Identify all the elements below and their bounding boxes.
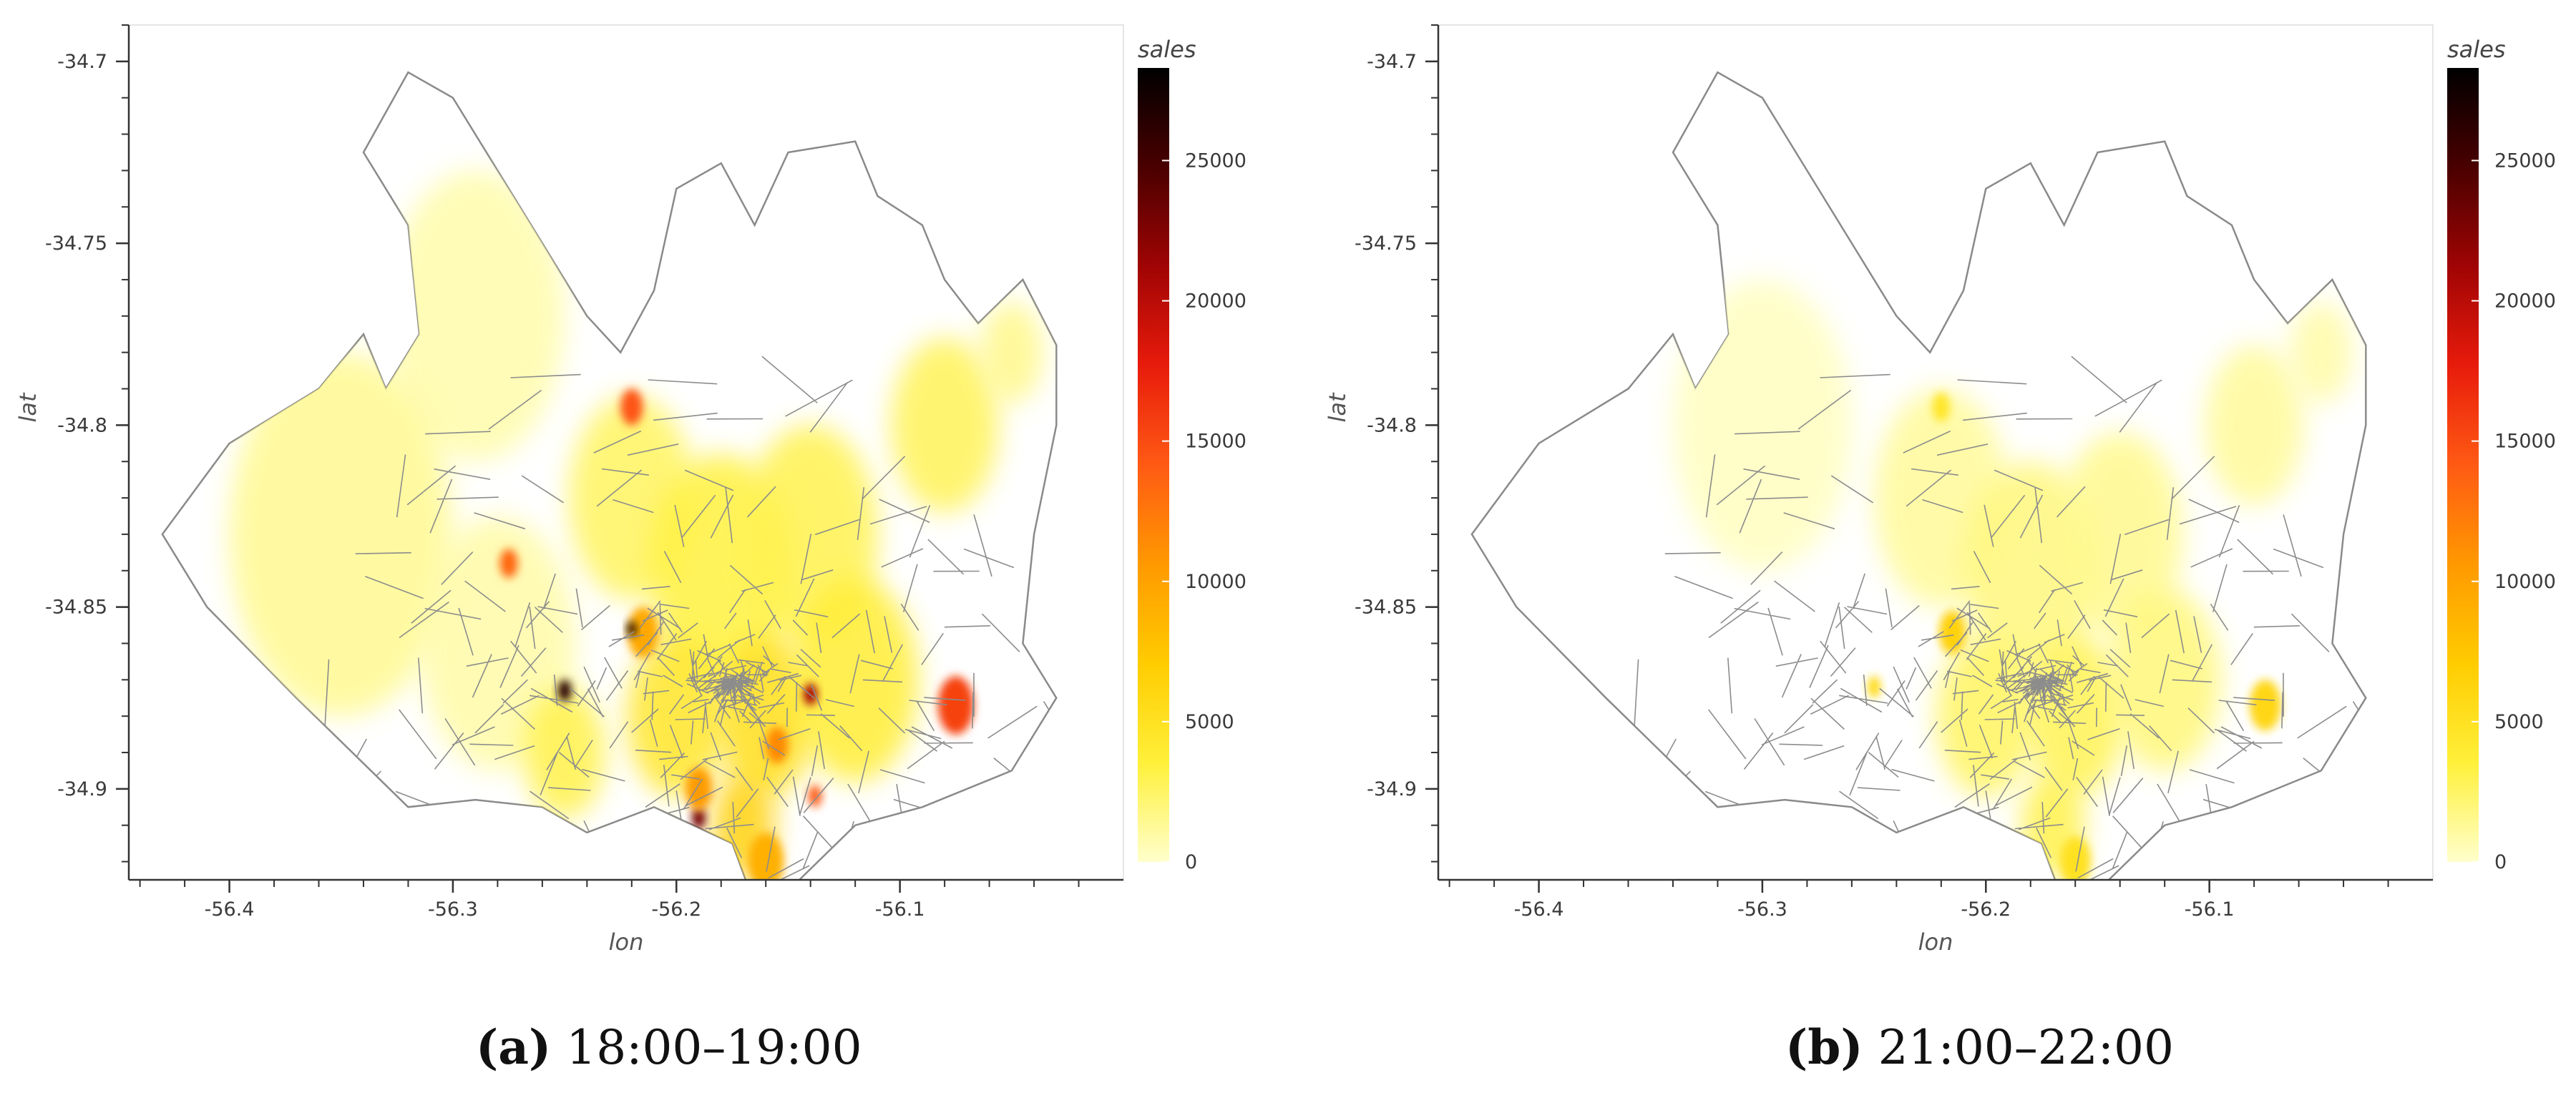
caption-label: (a) (476, 1019, 552, 1075)
sales-region (1867, 676, 1881, 698)
sales-region (557, 680, 572, 702)
y-tick-label: -34.75 (1355, 232, 1417, 255)
colorbar-tick-label: 25000 (1185, 149, 1246, 172)
x-tick-label: -56.2 (651, 898, 701, 921)
colorbar-ticks: 0 5000 10000 15000 20000 25000 (2472, 149, 2556, 873)
colorbar-tick-label: 15000 (1185, 431, 1246, 453)
colorbar-tick-label: 25000 (2494, 149, 2556, 172)
sales-region (792, 577, 918, 782)
x-tick-label: -56.4 (205, 898, 255, 921)
sales-region (627, 621, 637, 637)
colorbar-gradient (2447, 68, 2479, 862)
y-axis: -34.7 -34.75 -34.8 -34.85 -34.9 (1355, 24, 1438, 863)
sales-region (2205, 345, 2303, 506)
y-tick-label: -34.8 (57, 414, 107, 436)
sales-region (2249, 680, 2281, 731)
x-tick-label: -56.3 (428, 898, 478, 921)
y-tick-label: -34.7 (1367, 51, 1417, 73)
colorbar: sales 0 5000 10000 15000 20000 25000 (1138, 36, 1246, 873)
caption-time: 21:00–22:00 (1878, 1020, 2174, 1075)
y-tick-label: -34.9 (57, 778, 107, 800)
sales-region (2059, 835, 2092, 880)
sales-region (2109, 589, 2221, 771)
y-axis-label: lat (14, 392, 42, 423)
y-axis-label: lat (1324, 392, 1351, 423)
colorbar-title: sales (1138, 36, 1196, 63)
sales-region (620, 388, 643, 426)
colorbar-tick-label: 0 (1185, 851, 1197, 873)
sales-region (808, 785, 822, 808)
sales-region (627, 607, 659, 658)
sales-region (499, 549, 518, 578)
sales-region (891, 338, 999, 513)
x-axis: -56.4 -56.3 -56.2 -56.1 (139, 880, 1080, 921)
caption-label: (b) (1785, 1019, 1863, 1075)
x-tick-label: -56.4 (1514, 898, 1564, 921)
x-axis-label: lon (609, 928, 644, 956)
map-plot-b: -56.4 -56.3 -56.2 -56.1 -34.7-34.75-34.8-34… (1324, 24, 2556, 956)
colorbar-tick-label: 20000 (1185, 290, 1246, 313)
sales-region (386, 170, 565, 462)
colorbar-tick-label: 5000 (1185, 711, 1234, 733)
y-tick-label: -34.75 (45, 232, 107, 255)
panel-a: -56.4 -56.3 -56.2 -56.1 -34.7 -34.75 -34.8 -34… (14, 24, 1246, 1075)
colorbar-tick-label: 15000 (2494, 431, 2556, 453)
colorbar: sales 0 5000 10000 15000 20000 25000 (2447, 36, 2556, 873)
y-tick-label: -34.7 (57, 51, 107, 73)
sales-region (748, 832, 784, 880)
sales-region (2290, 301, 2353, 403)
y-tick-label: -34.85 (1355, 597, 1417, 619)
y-axis: -34.7 -34.75 -34.8 -34.85 -34.9 (45, 24, 129, 863)
sales-region (804, 683, 818, 705)
colorbar-tick-label: 10000 (2494, 571, 2556, 593)
x-axis-label: lon (1918, 928, 1953, 956)
choropleth-fills (1672, 279, 2353, 880)
map-plot-a: -56.4 -56.3 -56.2 -56.1 -34.7-34.75-34.8-34… (14, 24, 1246, 956)
x-tick-label: -56.3 (1737, 898, 1787, 921)
caption-b: (b) 21:00–22:00 (1785, 1019, 2174, 1075)
x-tick-label: -56.1 (2185, 898, 2235, 921)
y-tick-label: -34.9 (1367, 778, 1417, 800)
colorbar-title: sales (2447, 36, 2506, 63)
sales-region (980, 301, 1043, 403)
sales-region (937, 676, 974, 735)
panel-b: -56.4 -56.3 -56.2 -56.1 -34.7 -34.75 -34.8 -34… (1309, 0, 2576, 1098)
colorbar-tick-label: 5000 (2494, 711, 2544, 733)
colorbar-ticks: 0 5000 10000 15000 20000 25000 (1162, 149, 1246, 873)
x-axis: -56.4 -56.3 -56.2 -56.1 (1448, 880, 2389, 921)
x-tick-label: -56.2 (1961, 898, 2011, 921)
colorbar-gradient (1138, 68, 1169, 862)
y-tick-label: -34.85 (45, 597, 107, 619)
colorbar-tick-label: 0 (2494, 851, 2507, 873)
colorbar-tick-label: 10000 (1185, 571, 1246, 593)
y-tick-label: -34.8 (1367, 414, 1417, 436)
sales-region (692, 807, 706, 829)
caption-a: (a) 18:00–19:00 (476, 1019, 862, 1075)
caption-time: 18:00–19:00 (566, 1020, 862, 1075)
colorbar-tick-label: 20000 (2494, 290, 2556, 313)
x-tick-label: -56.1 (875, 898, 925, 921)
sales-region (229, 352, 453, 717)
sales-region (1932, 392, 1951, 422)
